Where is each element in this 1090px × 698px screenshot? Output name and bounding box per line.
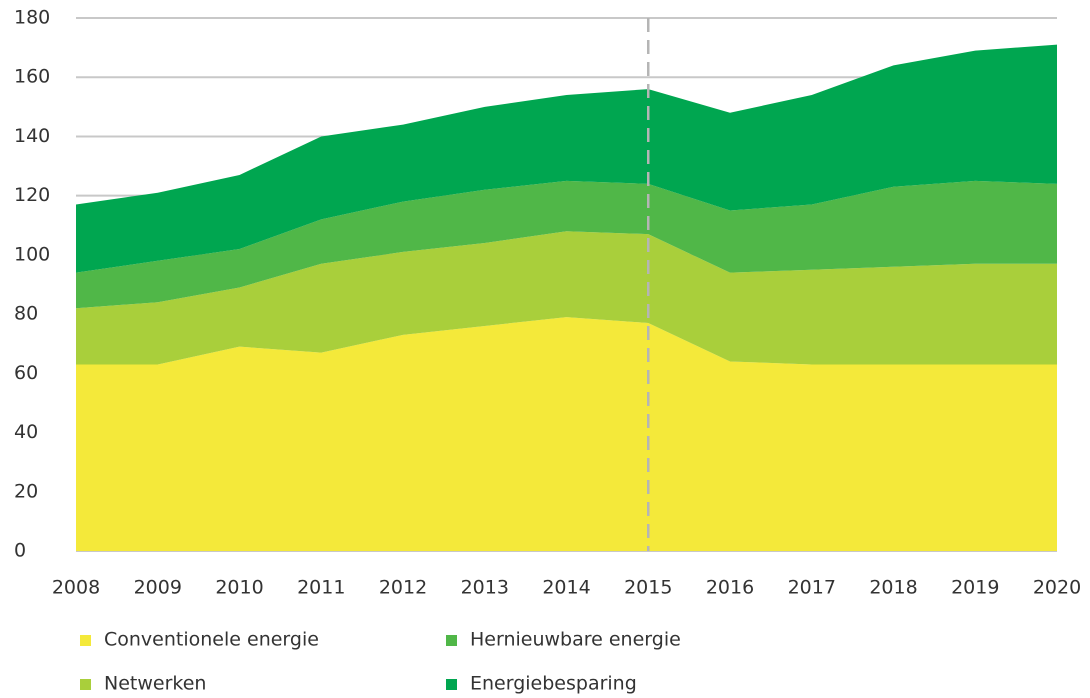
area — [76, 180, 1057, 309]
x-tick-label: 2014 — [542, 577, 590, 599]
y-tick-label: 100 — [14, 243, 50, 265]
y-tick-label: 60 — [14, 362, 38, 384]
x-tick-label: 2015 — [624, 577, 672, 599]
x-tick-label: 2017 — [788, 577, 836, 599]
legend-swatch — [80, 679, 91, 690]
legend-label: Energiebesparing — [470, 673, 637, 695]
y-tick-label: 120 — [14, 184, 50, 206]
y-tick-label: 80 — [14, 303, 38, 325]
y-tick-label: 180 — [14, 7, 50, 29]
x-tick-label: 2011 — [297, 577, 345, 599]
area — [76, 44, 1057, 273]
legend-swatch — [446, 679, 457, 690]
x-tick-label: 2010 — [215, 577, 263, 599]
y-tick-label: 0 — [14, 540, 26, 562]
area — [76, 231, 1057, 365]
legend-label: Conventionele energie — [104, 629, 319, 651]
x-tick-label: 2018 — [869, 577, 917, 599]
x-tick-label: 2019 — [951, 577, 999, 599]
legend-swatch — [446, 635, 457, 646]
y-tick-label: 40 — [14, 421, 38, 443]
legend-swatch — [80, 635, 91, 646]
x-tick-label: 2008 — [52, 577, 100, 599]
x-tick-label: 2012 — [379, 577, 427, 599]
x-tick-label: 2020 — [1033, 577, 1081, 599]
x-tick-label: 2013 — [461, 577, 509, 599]
legend-label: Netwerken — [104, 673, 206, 695]
legend-label: Hernieuwbare energie — [470, 629, 681, 651]
x-tick-label: 2009 — [134, 577, 182, 599]
y-tick-label: 140 — [14, 125, 50, 147]
y-tick-label: 20 — [14, 480, 38, 502]
area — [76, 317, 1057, 551]
y-tick-label: 160 — [14, 66, 50, 88]
x-tick-label: 2016 — [706, 577, 754, 599]
